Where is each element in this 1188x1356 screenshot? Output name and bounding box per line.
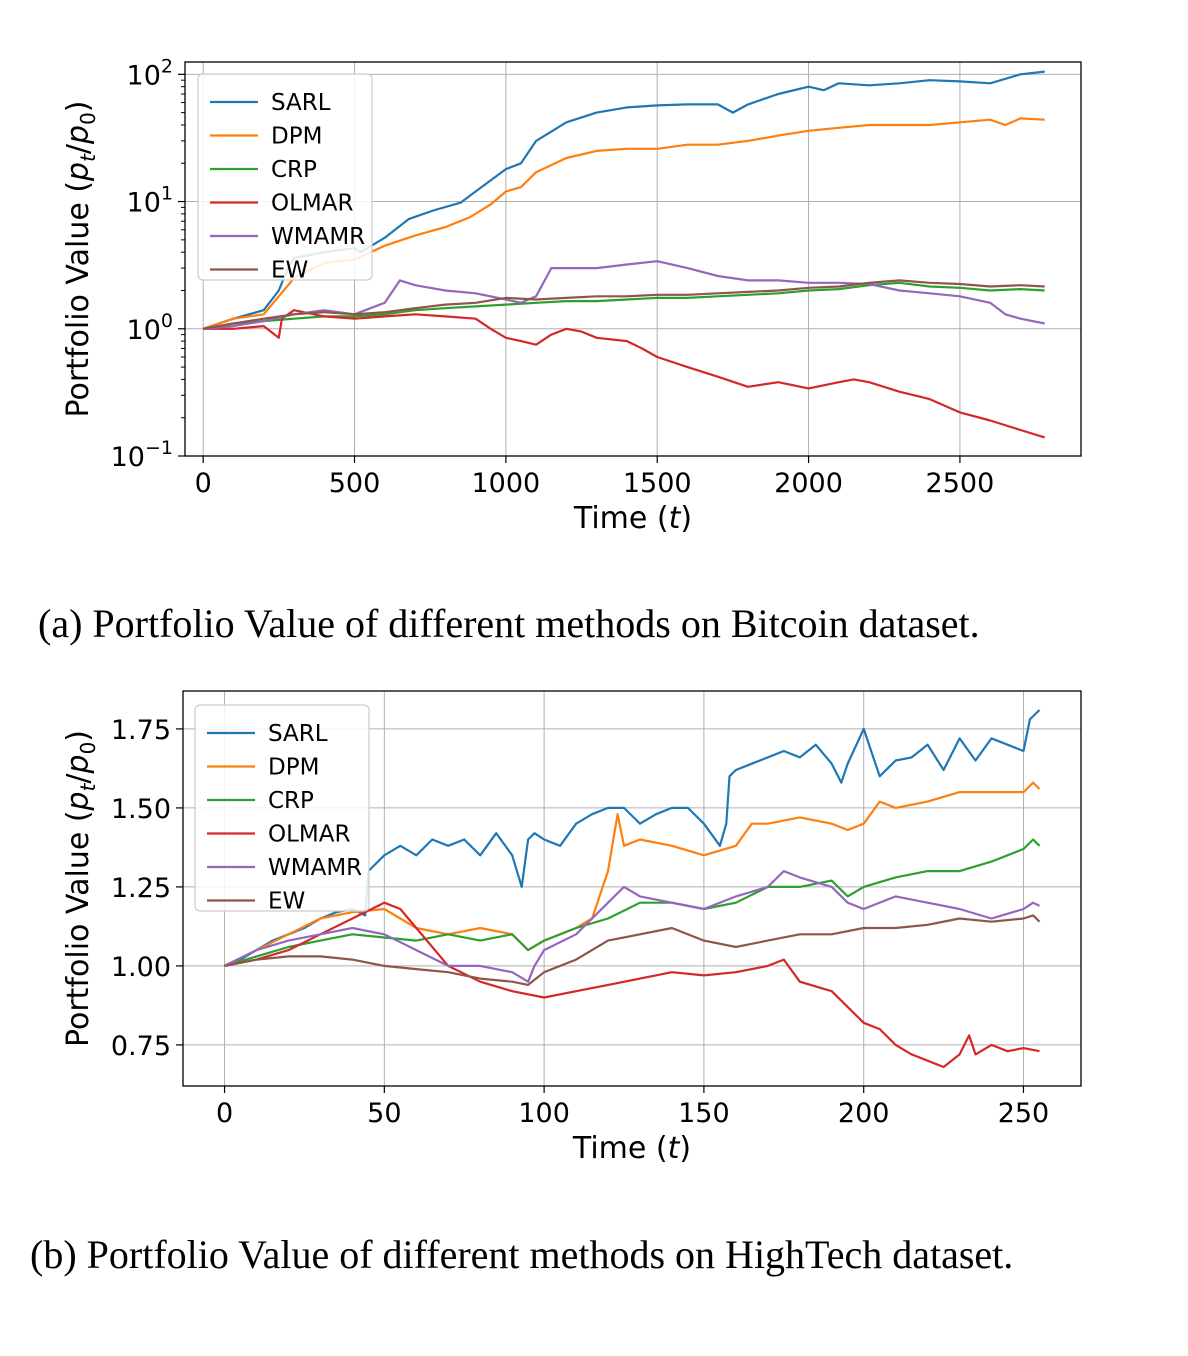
x-tick-label: 0 <box>195 468 212 499</box>
legend-label: SARL <box>271 90 331 116</box>
series-line-olmar <box>224 901 1040 1069</box>
x-tick-label: 1000 <box>472 468 541 499</box>
plot-frame <box>184 61 1082 457</box>
y-tick-label: 1.75 <box>111 715 171 746</box>
series-line-crp <box>224 838 1041 967</box>
y-tick-label: 101 <box>127 183 173 219</box>
legend-label: WMAMR <box>271 224 365 250</box>
y-tick-label: 1.50 <box>111 794 171 825</box>
y-tick-label: 1.25 <box>111 873 171 904</box>
series-line-olmar <box>203 309 1046 439</box>
x-tick-label: 0 <box>216 1098 233 1129</box>
legend-label: DPM <box>268 755 319 781</box>
legend-label: EW <box>271 258 308 284</box>
y-tick-label: 10−1 <box>111 437 173 473</box>
legend-box <box>194 704 370 912</box>
x-tick-label: 150 <box>678 1098 730 1129</box>
x-tick-label: 500 <box>329 468 381 499</box>
series-line-wmamr <box>203 260 1045 330</box>
y-tick-label: 1.00 <box>111 952 171 983</box>
series-line-dpm <box>224 781 1041 967</box>
y-axis-label: Portfolio Value (pt/p0) <box>61 730 100 1047</box>
caption-bitcoin: (a) Portfolio Value of different methods… <box>38 601 980 646</box>
caption-hightech: (b) Portfolio Value of different methods… <box>30 1232 1014 1277</box>
chart-hightech: 0 50 100 150 200 250 0.75 1.00 1.25 1.50 1.75 SARL D… <box>0 640 1188 1204</box>
y-tick-label: 100 <box>127 310 173 346</box>
legend-label: OLMAR <box>271 191 353 217</box>
legend-label: WMAMR <box>268 855 362 881</box>
legend-label: DPM <box>271 124 322 150</box>
x-tick-label: 2000 <box>774 468 843 499</box>
x-tick-label: 50 <box>367 1098 401 1129</box>
chart-bitcoin: 0 500 1000 1500 2000 2500 10−1 100 101 102 SARL DPM… <box>0 0 1188 604</box>
y-tick-label: 0.75 <box>111 1031 171 1062</box>
legend-label: CRP <box>271 157 317 183</box>
legend-label: SARL <box>268 721 328 747</box>
x-tick-label: 100 <box>518 1098 570 1129</box>
y-tick-label: 102 <box>127 55 173 91</box>
legend-label: EW <box>268 889 305 915</box>
x-tick-label: 1500 <box>623 468 692 499</box>
legend-box <box>197 73 373 281</box>
legend-label: OLMAR <box>268 822 350 848</box>
legend-label: CRP <box>268 788 314 814</box>
plot-frame <box>182 690 1082 1087</box>
chart-hightech-svg: 0 50 100 150 200 250 0.75 1.00 1.25 1.50 1.75 SARL D… <box>61 690 1082 1166</box>
series-line-ew <box>203 279 1045 330</box>
x-tick-label: 200 <box>838 1098 890 1129</box>
x-tick-label: 2500 <box>926 468 995 499</box>
series-line-crp <box>203 281 1045 330</box>
series-line-wmamr <box>224 870 1040 983</box>
x-axis-label: Time (t) <box>572 1131 691 1166</box>
y-axis-label: Portfolio Value (pt/p0) <box>61 100 100 417</box>
series-line-ew <box>224 914 1041 986</box>
x-axis-label: Time (t) <box>573 501 692 536</box>
x-tick-label: 250 <box>998 1098 1050 1129</box>
chart-bitcoin-svg: 0 500 1000 1500 2000 2500 10−1 100 101 102 SARL DPM… <box>61 55 1082 536</box>
